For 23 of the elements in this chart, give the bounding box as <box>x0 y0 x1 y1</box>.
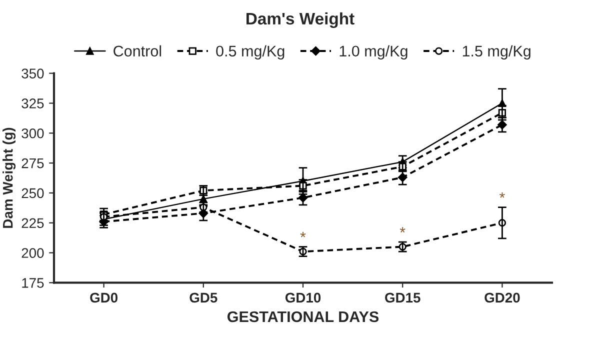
y-tick-label: 200 <box>22 248 44 258</box>
y-tick-label: 275 <box>22 158 44 168</box>
x-tick-label: GD15 <box>385 292 420 303</box>
y-tick-label: 300 <box>22 128 44 138</box>
y-tick-label: 175 <box>22 278 44 288</box>
legend-label: 1.0 mg/Kg <box>340 45 408 60</box>
y-axis-title: Dam Weight (g) <box>2 128 16 228</box>
annotation: * <box>300 232 306 238</box>
legend-label: 1.5 mg/Kg <box>462 45 530 60</box>
chart-title: Dam's Weight <box>246 12 354 28</box>
y-tick-label: 225 <box>22 218 44 228</box>
x-axis-title: GESTATIONAL DAYS <box>227 311 379 322</box>
annotation: * <box>499 192 505 198</box>
y-tick-label: 350 <box>22 68 44 78</box>
x-tick-label: GD0 <box>90 292 118 303</box>
x-tick-label: GD10 <box>285 292 321 303</box>
y-tick-label: 325 <box>22 98 44 108</box>
x-tick-label: GD5 <box>190 292 218 303</box>
legend-label: 0.5 mg/Kg <box>216 45 284 60</box>
legend-label: Control <box>114 45 162 57</box>
annotation: * <box>400 227 406 232</box>
x-tick-label: GD20 <box>484 292 520 303</box>
y-tick-label: 250 <box>22 188 44 198</box>
